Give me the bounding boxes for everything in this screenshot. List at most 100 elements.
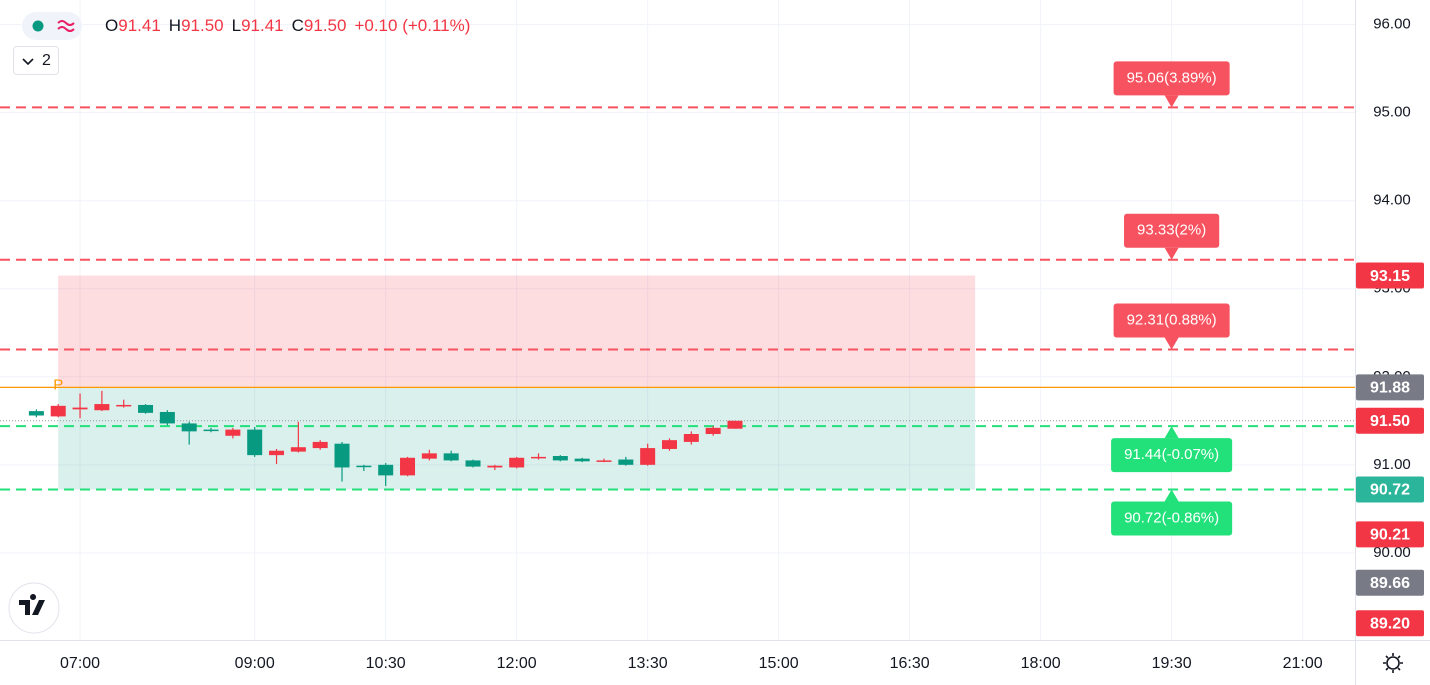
y-tick-label: 94.00	[1373, 192, 1411, 209]
y-tick-label: 95.00	[1373, 104, 1411, 121]
candle-body	[356, 465, 372, 468]
level-pointer	[1164, 489, 1179, 502]
x-tick-label: 21:00	[1283, 655, 1323, 672]
logo	[19, 594, 45, 615]
candle-body	[727, 420, 743, 429]
price-badge	[1356, 610, 1424, 637]
candle-body	[487, 465, 503, 468]
price-badge-label: 89.66	[1370, 575, 1410, 592]
price-badge	[1356, 569, 1424, 596]
indicator-icon	[57, 20, 75, 32]
candle-body	[574, 458, 590, 462]
candle-body	[94, 404, 110, 411]
ohlc-key: L	[231, 16, 242, 35]
candle-body	[116, 404, 132, 407]
x-tick-label: 18:00	[1021, 655, 1061, 672]
price-badge	[1356, 407, 1424, 434]
candle-body	[225, 429, 241, 436]
level-pill	[1113, 61, 1230, 96]
ohlc-value: 91.50	[181, 16, 224, 35]
candle-body	[705, 427, 721, 435]
change: +0.10 (+0.11%)	[354, 16, 471, 35]
candle-body	[334, 443, 350, 468]
candle-body	[181, 423, 197, 432]
ohlc-value: 91.50	[303, 16, 347, 35]
candle-body	[421, 453, 437, 459]
price-badge	[1356, 262, 1424, 289]
level-pill	[1124, 213, 1220, 248]
level-label: 92.31(0.88%)	[1127, 311, 1217, 328]
x-tick-label: 10:30	[366, 655, 406, 672]
x-tick-label: 09:00	[235, 655, 275, 672]
stop-zone	[58, 387, 976, 490]
settings-button[interactable]	[1383, 653, 1403, 673]
level-pointer	[1164, 247, 1179, 260]
y-tick-label: 90.00	[1373, 544, 1411, 561]
level-pill	[1111, 501, 1233, 536]
candle-body	[661, 440, 677, 449]
candle-body	[312, 441, 328, 449]
level-pointer	[1164, 95, 1179, 108]
candle-body	[72, 407, 88, 410]
ohlc-value: 91.41	[118, 16, 161, 35]
candle-body	[378, 464, 394, 476]
y-tick-label: 96.00	[1373, 16, 1411, 33]
x-tick-label: 12:00	[497, 655, 537, 672]
level-pointer	[1164, 426, 1179, 439]
price-badge-label: 90.21	[1370, 527, 1410, 544]
status-dot	[32, 20, 44, 32]
candle-body	[247, 429, 263, 456]
price-badge-label: 93.15	[1370, 268, 1410, 285]
y-tick-label: 91.00	[1373, 456, 1411, 473]
candle-body	[138, 404, 154, 413]
price-badge-label: 91.88	[1370, 380, 1410, 397]
candle-body	[443, 453, 459, 461]
price-badge-label: 91.50	[1370, 413, 1410, 430]
candle-body	[683, 434, 699, 442]
ohlc-legend: O91.41 H91.50 L91.41 C91.50 +0.10 (+0.11%)	[105, 16, 478, 36]
candle-body	[531, 456, 547, 459]
price-badge-label: 90.72	[1370, 482, 1410, 499]
logo-bg	[8, 582, 60, 634]
level-label: 95.06(3.89%)	[1127, 69, 1217, 86]
candle-body	[618, 459, 634, 465]
target-zone	[58, 275, 976, 388]
level-pill	[1113, 303, 1230, 338]
candle-body	[552, 456, 568, 461]
x-tick-label: 16:30	[890, 655, 930, 672]
entry-marker: P	[53, 376, 63, 393]
price-badge-label: 89.20	[1370, 615, 1410, 632]
indicator-count: 2	[42, 52, 51, 69]
price-badge	[1356, 476, 1424, 503]
candle-body	[400, 457, 416, 476]
candle-body	[640, 448, 656, 465]
level-label: 93.33(2%)	[1137, 222, 1206, 239]
candle-body	[159, 411, 175, 424]
price-badge	[1356, 521, 1424, 548]
ohlc-key: H	[168, 16, 182, 35]
level-pill	[1111, 438, 1233, 473]
level-pointer	[1164, 337, 1179, 350]
candle-body	[50, 405, 66, 417]
candle-body	[269, 450, 285, 456]
indicators-toggle[interactable]: 2	[13, 46, 59, 75]
candle-body	[203, 429, 219, 432]
ohlc-value: 91.41	[241, 16, 284, 35]
candle-body	[596, 460, 612, 462]
price-badge	[1356, 374, 1424, 401]
ohlc-key: O	[105, 16, 119, 35]
candle-body	[465, 460, 481, 467]
x-tick-label: 19:30	[1152, 655, 1192, 672]
x-tick-label: 13:30	[628, 655, 668, 672]
level-label: 90.72(-0.86%)	[1124, 509, 1219, 526]
ohlc-key: C	[291, 16, 304, 35]
legend-toggle[interactable]	[22, 12, 82, 40]
x-tick-label: 07:00	[60, 655, 100, 672]
level-label: 91.44(-0.07%)	[1124, 446, 1219, 463]
x-tick-label: 15:00	[759, 655, 799, 672]
candle-body	[28, 411, 44, 416]
candle-body	[509, 457, 525, 468]
